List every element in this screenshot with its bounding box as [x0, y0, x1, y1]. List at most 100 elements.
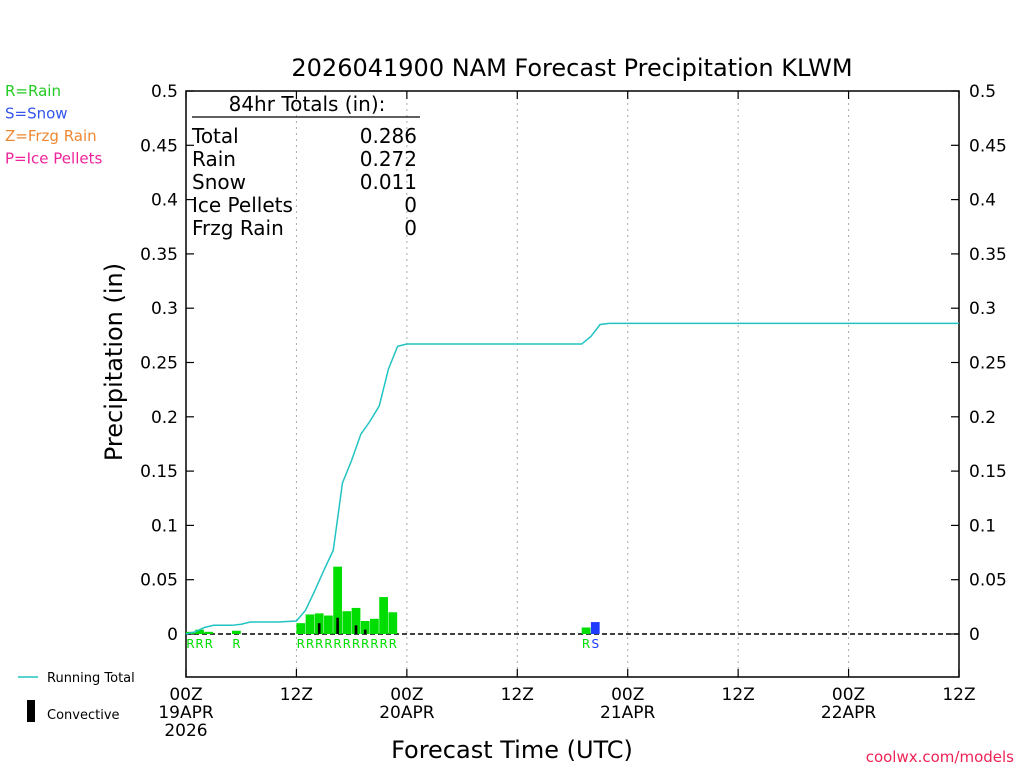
credit-label: coolwx.com/models — [866, 748, 1014, 766]
ptype-label: R — [389, 637, 397, 651]
y-axis-right: 0 0.05 0.1 0.15 0.2 0.25 0.3 0.35 0.4 0.45 0.5 — [951, 82, 1007, 645]
y-tick-label: 0.5 — [151, 82, 178, 102]
totals-row-value: 0.272 — [360, 147, 417, 171]
precip-bar — [379, 597, 388, 634]
x-tick-label: 00Z — [611, 685, 644, 705]
convective-legend-label: Convective — [47, 708, 120, 723]
ptype-label: R — [582, 637, 590, 651]
ptype-label: R — [232, 637, 240, 651]
x-tick-label: 00Z — [390, 685, 423, 705]
ptype-legend-item: P=Ice Pellets — [5, 150, 102, 168]
y-tick-label: 0.2 — [969, 408, 996, 428]
convective-bar — [363, 629, 367, 634]
y-axis-label: Precipitation (in) — [100, 263, 128, 461]
ptype-label: R — [333, 637, 341, 651]
y-axis-left: 0 0.05 0.1 0.15 0.2 0.25 0.3 0.35 0.4 0.45 0.5 — [140, 82, 194, 645]
y-tick-label: 0.15 — [140, 462, 178, 482]
y-tick-label: 0.4 — [969, 191, 996, 211]
ptype-legend-item: S=Snow — [5, 105, 68, 123]
y-tick-label: 0.35 — [140, 245, 178, 265]
y-tick-label: 0.1 — [969, 516, 996, 536]
precip-bar — [360, 620, 370, 634]
running-total-legend-label: Running Total — [47, 671, 135, 686]
ptype-legend-item: Z=Frzg Rain — [5, 127, 97, 145]
ptype-label: R — [315, 637, 323, 651]
ptype-label: S — [591, 637, 599, 651]
convective-legend-swatch — [27, 700, 35, 722]
precip-bar — [232, 630, 241, 634]
precip-bar — [590, 622, 600, 634]
y-tick-label: 0.5 — [969, 82, 996, 102]
x-axis-label: Forecast Time (UTC) — [391, 736, 633, 764]
y-tick-label: 0.4 — [151, 191, 178, 211]
plot-area-frame — [185, 90, 960, 678]
ptype-label: R — [343, 637, 351, 651]
totals-row-value: 0 — [404, 216, 417, 240]
convective-bar — [336, 617, 339, 634]
precip-bar — [342, 611, 352, 634]
ptype-label: R — [205, 637, 213, 651]
y-tick-label: 0 — [969, 625, 980, 645]
ptype-label: R — [195, 637, 203, 651]
precip-bar — [370, 618, 379, 634]
totals-heading: 84hr Totals (in): — [229, 92, 386, 116]
totals-row-label: Snow — [192, 170, 246, 194]
precip-bar — [351, 607, 361, 634]
ptype-label: R — [379, 637, 387, 651]
ptype-label: R — [186, 637, 194, 651]
y-tick-label: 0.05 — [969, 571, 1007, 591]
x-tick-label: 12Z — [501, 685, 534, 705]
x-tick-label: 19APR — [158, 703, 214, 723]
ptype-legend: R=Rain S=Snow Z=Frzg Rain P=Ice Pellets — [5, 82, 102, 168]
y-tick-label: 0.25 — [140, 354, 178, 374]
totals-row-label: Total — [191, 124, 239, 148]
ptype-label: R — [352, 637, 360, 651]
y-tick-label: 0.3 — [151, 299, 178, 319]
ptype-legend-item: R=Rain — [5, 82, 61, 100]
precip-bar — [388, 612, 398, 634]
y-tick-label: 0.05 — [140, 571, 178, 591]
x-tick-label: 2026 — [164, 721, 207, 741]
ptype-label: R — [370, 637, 378, 651]
grid-lines — [295, 91, 850, 677]
precip-bars — [186, 566, 600, 634]
convective-bar — [354, 625, 358, 634]
y-tick-label: 0.15 — [969, 462, 1007, 482]
precip-bar — [296, 623, 306, 634]
precip-bar — [333, 566, 342, 634]
series-legend: Running Total Convective — [18, 671, 135, 723]
precip-bar — [581, 627, 591, 634]
totals-box: 84hr Totals (in): Total 0.286 Rain 0.272 Sno… — [191, 92, 420, 240]
x-tick-label: 12Z — [942, 685, 975, 705]
totals-row-label: Frzg Rain — [192, 216, 284, 240]
x-tick-label: 21APR — [600, 703, 656, 723]
ptype-label: R — [297, 637, 305, 651]
y-tick-label: 0.45 — [140, 136, 178, 156]
precip-bar — [195, 629, 204, 634]
x-tick-label: 00Z — [832, 685, 865, 705]
y-tick-label: 0.3 — [969, 299, 996, 319]
precip-bar — [204, 631, 214, 634]
precip-bar — [305, 614, 315, 634]
ptype-label: R — [324, 637, 332, 651]
totals-row-label: Ice Pellets — [192, 193, 293, 217]
chart-title: 2026041900 NAM Forecast Precipitation KL… — [291, 54, 852, 82]
ptype-label: R — [361, 637, 369, 651]
y-tick-label: 0.2 — [151, 408, 178, 428]
y-tick-label: 0.45 — [969, 136, 1007, 156]
totals-row-value: 0 — [404, 193, 417, 217]
x-tick-label: 12Z — [722, 685, 755, 705]
totals-row-label: Rain — [192, 147, 236, 171]
y-tick-label: 0 — [167, 625, 178, 645]
y-tick-label: 0.35 — [969, 245, 1007, 265]
x-tick-label: 22APR — [821, 703, 877, 723]
x-tick-label: 12Z — [280, 685, 313, 705]
y-tick-label: 0.25 — [969, 354, 1007, 374]
x-tick-label: 00Z — [169, 685, 202, 705]
precip-bar — [324, 615, 333, 634]
ptype-label: R — [306, 637, 314, 651]
totals-row-value: 0.286 — [360, 124, 417, 148]
